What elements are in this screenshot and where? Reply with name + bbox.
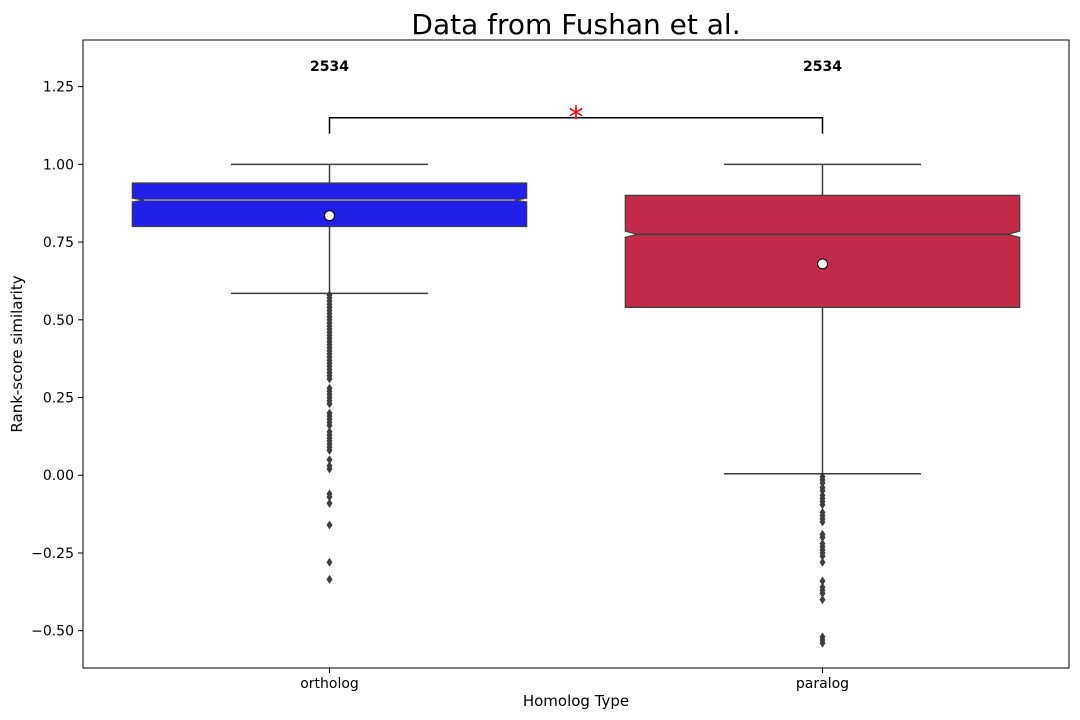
significance-bracket: * — [328, 101, 824, 136]
outlier-point — [819, 557, 826, 567]
outlier-point — [819, 486, 826, 496]
outlier-point — [326, 421, 333, 431]
y-axis: −0.50 −0.25 0.00 0.25 0.50 0.75 1.00 1.25 — [31, 80, 83, 640]
outlier-point — [326, 557, 333, 567]
outlier-point — [326, 399, 333, 409]
outlier-point — [326, 574, 333, 584]
outlier-point — [326, 445, 333, 455]
mean-marker — [324, 210, 335, 222]
outlier-point — [819, 638, 826, 648]
y-tick-label: 0.75 — [43, 235, 74, 251]
outlier-point — [819, 588, 826, 598]
chart-title: Data from Fushan et al. — [411, 8, 740, 41]
significance-label: * — [569, 101, 584, 136]
y-tick-label: 0.00 — [43, 468, 74, 484]
count-label: 2534 — [310, 59, 349, 75]
outlier-point — [819, 551, 826, 561]
y-axis-label: Rank-score similarity — [8, 275, 26, 432]
box-paralog — [624, 194, 1021, 308]
x-axis-label: Homolog Type — [523, 692, 629, 710]
y-tick-label: −0.50 — [31, 624, 74, 640]
x-tick-label: paralog — [796, 676, 849, 692]
mean-marker — [817, 258, 828, 270]
plot-frame — [82, 39, 1070, 669]
outlier-point — [819, 517, 826, 527]
box-group — [131, 163, 1021, 648]
outlier-point — [326, 498, 333, 508]
count-labels: 2534 2534 — [310, 59, 842, 75]
y-tick-label: 1.25 — [43, 80, 74, 96]
outlier-point — [819, 576, 826, 586]
x-axis: ortholog paralog — [300, 668, 849, 692]
y-tick-label: 1.00 — [43, 157, 74, 173]
outlier-point — [326, 492, 333, 502]
outlier-point — [326, 520, 333, 530]
outlier-point — [819, 595, 826, 605]
outlier-point — [819, 532, 826, 542]
bracket-line — [328, 116, 824, 134]
y-tick-label: 0.25 — [43, 391, 74, 407]
outlier-point — [326, 455, 333, 465]
box-ortholog — [131, 182, 528, 228]
y-tick-label: −0.25 — [31, 546, 74, 562]
outlier-point — [819, 478, 826, 488]
y-tick-label: 0.50 — [43, 313, 74, 329]
outlier-point — [326, 374, 333, 384]
outlier-point — [819, 500, 826, 510]
outlier-point — [326, 464, 333, 474]
count-label: 2534 — [803, 59, 842, 75]
x-tick-label: ortholog — [300, 676, 359, 692]
